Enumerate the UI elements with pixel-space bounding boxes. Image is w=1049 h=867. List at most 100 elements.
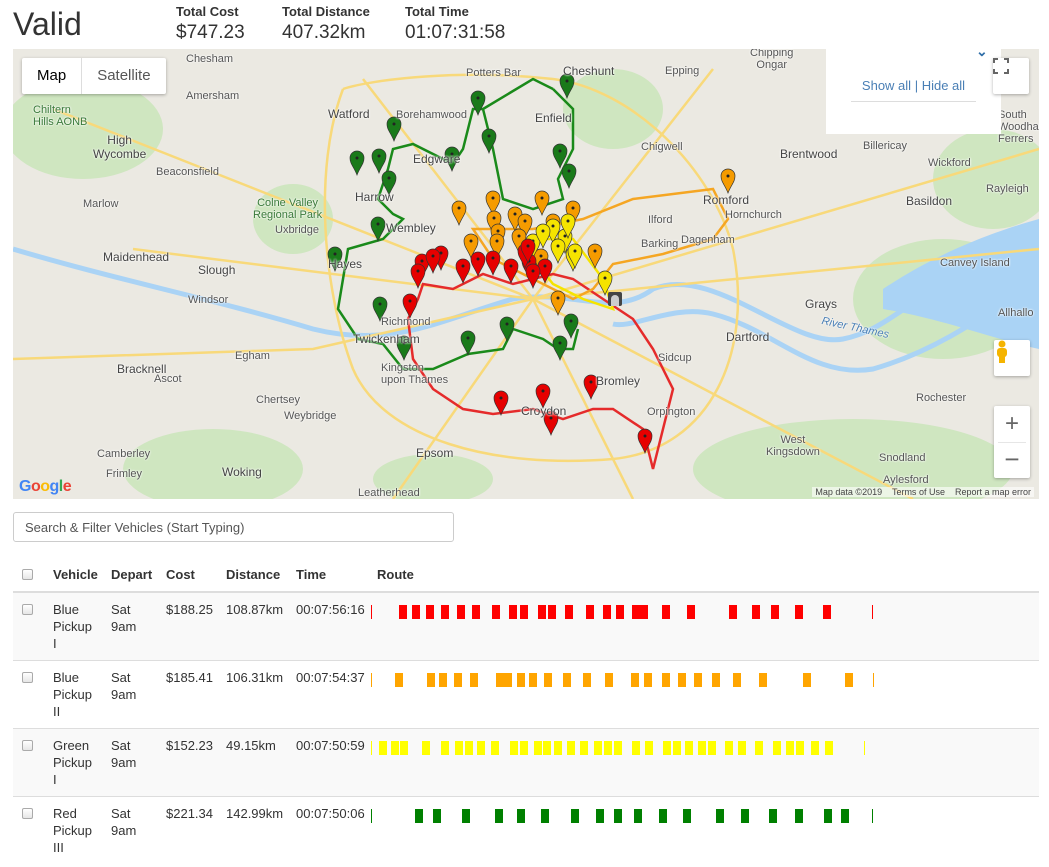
map-markers[interactable] — [327, 73, 736, 454]
marker-dot — [603, 276, 607, 280]
col-vehicle[interactable]: Vehicle — [47, 560, 105, 593]
route-stop-block — [683, 809, 691, 823]
marker-dot — [593, 249, 597, 253]
show-all-link[interactable]: Show all — [861, 78, 912, 93]
map-label: Potters Bar — [466, 67, 522, 79]
street-view-pegman[interactable] — [994, 340, 1030, 376]
fullscreen-button[interactable] — [993, 58, 1029, 94]
route-stop-block — [567, 741, 575, 755]
map-marker-pin[interactable] — [481, 128, 497, 154]
marker-dot — [476, 257, 480, 261]
zoom-out-button[interactable]: − — [998, 442, 1026, 478]
zoom-in-button[interactable]: + — [1004, 410, 1019, 437]
map-marker-pin[interactable] — [455, 258, 471, 284]
map-marker-pin[interactable] — [371, 148, 387, 174]
route-stop-block — [631, 605, 640, 619]
map-marker-pin[interactable] — [402, 293, 418, 319]
map-marker-pin[interactable] — [499, 316, 515, 342]
marker-dot — [541, 389, 545, 393]
map-marker-pin[interactable] — [386, 116, 402, 142]
map-marker-pin[interactable] — [543, 410, 559, 436]
map-marker-pin[interactable] — [460, 330, 476, 356]
table-row[interactable]: Green Pickup I Sat 9am $152.23 49.15km 0… — [13, 728, 1039, 797]
map-marker-pin[interactable] — [525, 263, 541, 289]
map-marker-pin[interactable] — [720, 168, 736, 194]
map-marker-pin[interactable] — [535, 223, 551, 249]
map-marker-pin[interactable] — [370, 216, 386, 242]
map-marker-pin[interactable] — [372, 296, 388, 322]
marker-dot — [558, 341, 562, 345]
hide-all-link[interactable]: Hide all — [921, 78, 966, 93]
col-route[interactable]: Route — [371, 560, 1039, 593]
map-marker-pin[interactable] — [597, 270, 613, 296]
col-depart[interactable]: Depart — [105, 560, 160, 593]
route-stop-block — [772, 741, 781, 755]
map-label: Egham — [235, 350, 270, 362]
distance-value: 106.31km — [220, 660, 290, 729]
map-marker-pin[interactable] — [637, 428, 653, 454]
map-marker-pin[interactable] — [560, 213, 576, 239]
map-marker-pin[interactable] — [425, 248, 441, 274]
report-error-link[interactable]: Report a map error — [954, 487, 1031, 497]
map-marker-pin[interactable] — [552, 335, 568, 361]
select-all-checkbox[interactable] — [22, 569, 33, 580]
map-marker-pin[interactable] — [583, 374, 599, 400]
route-stop-block — [494, 809, 503, 823]
map-marker-pin[interactable] — [552, 143, 568, 169]
map-marker-pin[interactable] — [463, 233, 479, 259]
row-checkbox[interactable] — [22, 604, 33, 615]
table-row[interactable]: Red Pickup III Sat 9am $221.34 142.99km … — [13, 796, 1039, 864]
map-marker-pin[interactable] — [559, 73, 575, 99]
page-title: Valid — [13, 6, 82, 42]
route-stop-block — [694, 673, 703, 687]
map-type-map-button[interactable]: Map — [22, 58, 83, 94]
map-marker-pin[interactable] — [520, 238, 536, 264]
chevron-down-icon[interactable]: ⌄ — [976, 49, 988, 59]
map-marker-pin[interactable] — [451, 200, 467, 226]
route-stop-block — [825, 741, 833, 755]
map-marker-pin[interactable] — [503, 258, 519, 284]
map-marker-pin[interactable] — [410, 263, 426, 289]
row-checkbox[interactable] — [22, 672, 33, 683]
map-type-satellite-button[interactable]: Satellite — [97, 67, 151, 84]
route-map[interactable]: Watford Enfield Cheshunt Potters Bar Bor… — [13, 49, 1039, 499]
map-marker-pin[interactable] — [587, 243, 603, 269]
map-marker-pin[interactable] — [444, 146, 460, 172]
table-row[interactable]: Blue Pickup I Sat 9am $188.25 108.87km 0… — [13, 591, 1039, 661]
map-marker-pin[interactable] — [535, 383, 551, 409]
marker-dot — [526, 244, 530, 248]
route-stop-block — [422, 741, 431, 755]
map-marker-pin[interactable] — [563, 313, 579, 339]
map-marker-pin[interactable] — [517, 213, 533, 239]
marker-dot — [565, 79, 569, 83]
map-marker-pin[interactable] — [534, 190, 550, 216]
table-row[interactable]: Blue Pickup II Sat 9am $185.41 106.31km … — [13, 660, 1039, 729]
row-checkbox[interactable] — [22, 740, 33, 751]
map-marker-pin[interactable] — [550, 238, 566, 264]
col-time[interactable]: Time — [290, 560, 371, 593]
col-distance[interactable]: Distance — [220, 560, 290, 593]
map-canvas[interactable] — [13, 49, 1039, 499]
map-marker-pin[interactable] — [561, 163, 577, 189]
row-checkbox[interactable] — [22, 808, 33, 819]
map-marker-pin[interactable] — [489, 233, 505, 259]
map-marker-pin[interactable] — [567, 243, 583, 269]
map-marker-pin[interactable] — [485, 250, 501, 276]
map-marker-pin[interactable] — [327, 246, 343, 272]
map-label: Orpington — [647, 406, 696, 418]
map-marker-pin[interactable] — [485, 190, 501, 216]
col-cost[interactable]: Cost — [160, 560, 220, 593]
cost-value: $152.23 — [160, 728, 220, 797]
map-marker-pin[interactable] — [470, 90, 486, 116]
time-value: 00:07:50:06 — [290, 796, 371, 864]
route-timeline — [371, 593, 1039, 643]
map-marker-pin[interactable] — [349, 150, 365, 176]
depart-time: Sat 9am — [105, 796, 160, 864]
map-marker-pin[interactable] — [381, 170, 397, 196]
map-marker-pin[interactable] — [470, 251, 486, 277]
map-marker-pin[interactable] — [493, 390, 509, 416]
terms-link[interactable]: Terms of Use — [891, 487, 945, 497]
vehicle-search-input[interactable] — [13, 512, 454, 542]
map-marker-pin[interactable] — [550, 290, 566, 316]
map-marker-pin[interactable] — [396, 335, 412, 361]
